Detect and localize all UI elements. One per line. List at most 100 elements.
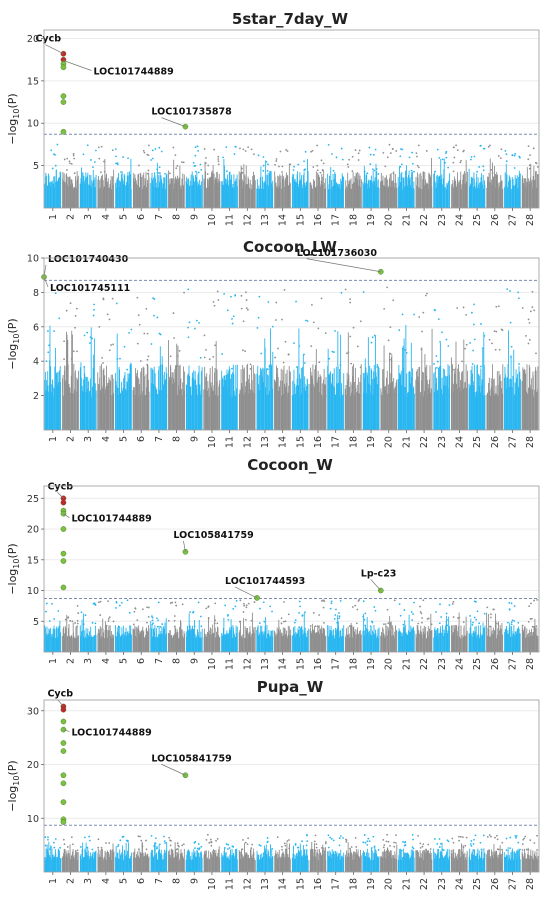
snp-point bbox=[156, 316, 159, 319]
snp-point bbox=[438, 156, 441, 159]
snp-point bbox=[501, 841, 504, 844]
y-tick-label: 10 bbox=[27, 586, 39, 597]
gene-label: LOC101744889 bbox=[71, 728, 151, 739]
snp-point bbox=[491, 342, 493, 345]
snp-point bbox=[338, 844, 341, 847]
snp-point bbox=[63, 158, 66, 161]
annotation-leader bbox=[45, 44, 64, 55]
snp-point bbox=[436, 148, 439, 151]
snp-point bbox=[72, 154, 75, 157]
snp-point bbox=[330, 153, 333, 155]
snp-point bbox=[359, 320, 362, 323]
snp-point bbox=[241, 171, 244, 174]
snp-point bbox=[173, 615, 176, 617]
snp-point bbox=[132, 623, 135, 626]
x-tick-label: 3 bbox=[83, 214, 94, 220]
snp-point bbox=[529, 154, 531, 157]
x-tick-label: 6 bbox=[136, 436, 147, 442]
snp-point bbox=[318, 614, 321, 616]
snp-point bbox=[528, 167, 531, 170]
snp-point bbox=[157, 172, 160, 174]
snp-point bbox=[392, 299, 395, 302]
snp-point bbox=[349, 335, 352, 338]
snp-point bbox=[126, 599, 129, 602]
annotation-leader bbox=[63, 513, 70, 518]
snp-point bbox=[210, 844, 213, 847]
snp-point bbox=[245, 291, 247, 294]
snp-point bbox=[386, 833, 389, 836]
snp-point bbox=[354, 604, 357, 607]
snp-point bbox=[527, 145, 530, 148]
x-tick-label: 22 bbox=[419, 214, 430, 226]
x-tick-label: 26 bbox=[490, 436, 501, 448]
snp-point bbox=[447, 840, 450, 843]
snp-point bbox=[118, 625, 120, 628]
snp-point bbox=[217, 160, 220, 163]
snp-point bbox=[496, 848, 499, 851]
hit-point bbox=[60, 740, 67, 746]
snp-point bbox=[226, 309, 229, 312]
snp-point bbox=[340, 291, 343, 294]
snp-point bbox=[283, 289, 286, 291]
snp-point bbox=[505, 849, 508, 852]
snp-point bbox=[464, 347, 466, 350]
snp-point bbox=[306, 320, 309, 322]
snp-point bbox=[424, 294, 427, 297]
snp-point bbox=[506, 288, 509, 290]
snp-point bbox=[491, 172, 494, 174]
snp-point bbox=[53, 153, 55, 156]
snp-point bbox=[366, 843, 369, 846]
snp-point bbox=[72, 350, 75, 353]
snp-point bbox=[299, 605, 302, 608]
snp-point bbox=[329, 607, 332, 610]
snp-point bbox=[47, 351, 50, 354]
snp-point bbox=[349, 298, 351, 300]
snp-point bbox=[257, 154, 260, 157]
snp-point bbox=[86, 144, 89, 147]
snp-point bbox=[94, 161, 96, 163]
snp-point bbox=[100, 145, 103, 148]
snp-point bbox=[80, 611, 83, 614]
snp-point bbox=[473, 838, 475, 841]
snp-point bbox=[151, 619, 154, 622]
snp-point bbox=[389, 326, 392, 329]
annotation-leader bbox=[63, 60, 92, 71]
snp-point bbox=[216, 290, 219, 293]
snp-point bbox=[206, 833, 209, 836]
snp-point bbox=[346, 163, 349, 166]
snp-point bbox=[472, 843, 475, 845]
snp-point bbox=[245, 606, 248, 609]
snp-point bbox=[54, 292, 57, 295]
snp-point bbox=[102, 297, 105, 300]
snp-point bbox=[363, 834, 366, 836]
snp-point bbox=[128, 331, 130, 334]
snp-point bbox=[452, 600, 455, 603]
gene-label: LOC101736030 bbox=[297, 248, 378, 259]
snp-point bbox=[418, 316, 421, 318]
hit-point bbox=[60, 799, 67, 805]
snp-point bbox=[163, 835, 165, 838]
x-tick-label: 10 bbox=[207, 658, 218, 670]
snp-point bbox=[235, 600, 238, 602]
snp-point bbox=[330, 602, 333, 605]
snp-point bbox=[527, 342, 530, 345]
snp-point bbox=[208, 358, 211, 361]
snp-point bbox=[178, 845, 180, 848]
snp-point bbox=[413, 601, 415, 604]
snp-point bbox=[521, 307, 524, 309]
snp-point bbox=[203, 148, 206, 150]
snp-point bbox=[422, 843, 425, 845]
snp-point bbox=[175, 167, 178, 170]
snp-point bbox=[417, 144, 420, 147]
x-tick-label: 1 bbox=[48, 878, 59, 884]
snp-point bbox=[472, 621, 474, 624]
snp-point bbox=[510, 623, 513, 626]
snp-point bbox=[73, 172, 76, 175]
snp-point bbox=[103, 170, 106, 173]
snp-point bbox=[400, 163, 403, 166]
x-tick-label: 20 bbox=[384, 436, 395, 448]
snp-point bbox=[363, 618, 366, 621]
snp-point bbox=[470, 155, 473, 158]
snp-point bbox=[115, 162, 118, 165]
snp-point bbox=[369, 625, 372, 628]
